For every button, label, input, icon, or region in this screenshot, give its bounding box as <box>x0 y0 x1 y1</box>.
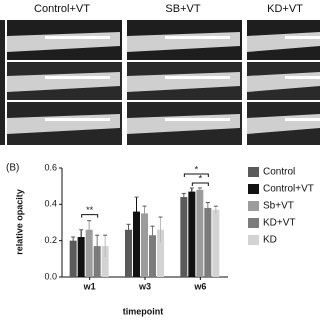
bar <box>93 246 101 277</box>
bar <box>188 191 196 277</box>
legend-label: Control+VT <box>263 184 314 195</box>
image-header: SB+VT <box>165 3 200 15</box>
image-header: KD+VT <box>267 3 303 15</box>
legend-label: Control <box>263 167 295 178</box>
significance-label: * <box>195 164 199 174</box>
bar <box>101 246 109 277</box>
bar <box>204 207 212 277</box>
bar <box>69 240 77 277</box>
legend-label: KD <box>263 235 277 246</box>
bar <box>180 197 188 277</box>
significance-bracket <box>191 182 209 186</box>
y-tick-label: 0.2 <box>44 235 57 245</box>
legend-swatch <box>248 201 259 211</box>
xray-panel: Control+VT SB+VT KD+VT <box>0 3 320 145</box>
significance-bracket <box>81 214 99 218</box>
bar <box>157 229 164 277</box>
xray-image <box>0 20 5 145</box>
legend-swatch <box>248 218 259 228</box>
bar <box>133 211 140 277</box>
x-axis-label: timepoint <box>123 306 164 316</box>
y-tick-label: 0.4 <box>44 199 57 209</box>
bar <box>85 229 93 277</box>
bar <box>125 229 132 277</box>
y-axis-label: relative opacity <box>14 189 24 255</box>
legend-swatch <box>248 184 259 194</box>
bar <box>212 209 220 277</box>
image-header: Control+VT <box>34 3 90 15</box>
significance-bracket <box>183 173 209 177</box>
bar <box>149 235 156 277</box>
y-tick-label: 0.0 <box>44 271 57 281</box>
legend-label: Sb+VT <box>263 201 294 212</box>
significance-label: ** <box>86 205 94 215</box>
legend-swatch <box>248 167 259 177</box>
x-tick-label: w1 <box>83 281 96 291</box>
x-tick-label: w6 <box>193 281 206 291</box>
bar <box>196 189 204 277</box>
implant <box>45 36 320 121</box>
legend-swatch <box>248 235 259 245</box>
y-tick-label: 0.6 <box>44 162 57 172</box>
significance-label: * <box>199 173 203 183</box>
legend-label: KD+VT <box>263 218 296 229</box>
panel-label: (B) <box>6 163 19 174</box>
bar <box>141 213 148 277</box>
bar <box>77 237 85 277</box>
x-tick-label: w3 <box>138 281 151 291</box>
